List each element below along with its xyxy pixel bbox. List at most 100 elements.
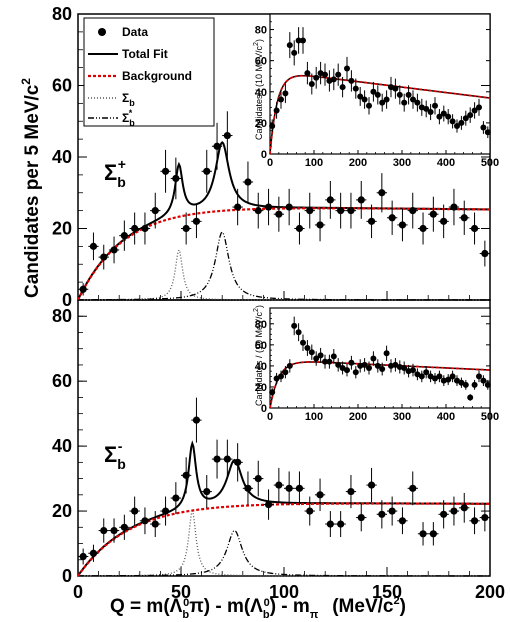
data-point <box>396 91 403 98</box>
x-tick-label: 200 <box>349 157 367 169</box>
data-point <box>470 517 479 525</box>
sigma-b-curve <box>78 248 490 301</box>
data-point <box>460 504 468 512</box>
y-tick-label: 0 <box>62 290 72 310</box>
data-point <box>440 217 448 225</box>
y-tick-label: 80 <box>52 4 72 24</box>
data-point <box>308 349 315 356</box>
data-point <box>316 221 324 229</box>
data-point <box>275 210 283 218</box>
data-point <box>392 85 399 92</box>
data-point <box>481 249 489 258</box>
data-point <box>223 455 231 463</box>
y-tick-label: 60 <box>52 76 72 96</box>
data-point <box>419 224 427 233</box>
legend-total-label: Total Fit <box>122 47 168 61</box>
data-point <box>172 174 180 183</box>
data-point <box>484 129 491 136</box>
data-point <box>282 369 289 376</box>
y-tick-label: 40 <box>52 436 72 456</box>
background-curve <box>269 361 491 409</box>
data-point <box>367 481 376 489</box>
data-point <box>471 381 478 388</box>
data-point <box>264 203 273 211</box>
legend-bkg-label: Background <box>122 69 192 83</box>
data-point <box>471 107 478 114</box>
data-point <box>192 416 201 424</box>
data-point <box>151 520 159 528</box>
legend-data-label: Data <box>122 25 148 39</box>
data-point <box>304 345 311 351</box>
data-point <box>366 365 372 371</box>
data-point <box>234 203 242 211</box>
data-point <box>414 99 421 106</box>
data-point <box>330 76 337 83</box>
legend-sbs-label: Σb* <box>122 108 135 128</box>
data-point <box>357 93 364 100</box>
y-tick-label: 0 <box>62 566 72 586</box>
data-point <box>361 96 368 103</box>
y-tick-label: 60 <box>52 371 72 391</box>
data-point <box>374 91 381 98</box>
data-point <box>344 65 350 72</box>
data-point <box>476 104 482 111</box>
data-point <box>440 510 448 518</box>
data-point <box>244 178 252 186</box>
bottom-panel: 0 20 40 60 80 0 50 100 150 200 <box>52 299 505 602</box>
data-point <box>285 203 293 211</box>
data-point <box>383 350 390 357</box>
y-tick-label: 20 <box>52 501 72 521</box>
sigma-b-star-curve <box>78 529 490 577</box>
data-point <box>120 232 128 240</box>
y-tick-label: 80 <box>255 319 267 331</box>
y-tick-label: 80 <box>52 306 72 326</box>
data-point <box>223 131 231 140</box>
top-inset-y-label: Candidates / (10 MeV/c2) <box>253 39 264 140</box>
data-point <box>151 207 159 215</box>
x-tick-label: 50 <box>171 582 191 602</box>
x-tick-label: 0 <box>267 411 273 423</box>
data-point <box>462 115 469 122</box>
x-tick-label: 200 <box>475 582 505 602</box>
x-tick-label: 400 <box>437 157 455 169</box>
data-point <box>291 322 298 329</box>
data-point <box>244 484 252 492</box>
data-point <box>203 167 211 175</box>
x-tick-label: 500 <box>481 411 499 423</box>
data-point <box>306 507 314 515</box>
data-point <box>476 373 482 380</box>
data-point <box>379 366 386 373</box>
bottom-inset-y-label: Candidates / (10 MeV/c2) <box>253 305 264 406</box>
data-point <box>348 359 355 366</box>
total-fit-curve <box>77 140 491 301</box>
data-point <box>418 373 425 380</box>
data-point <box>427 109 434 115</box>
data-point <box>295 329 302 336</box>
data-point <box>454 123 460 129</box>
x-tick-label: 100 <box>269 582 299 602</box>
data-point <box>120 523 128 531</box>
data-point <box>337 520 345 528</box>
data-point <box>269 123 276 129</box>
data-point <box>374 362 381 369</box>
background-curve <box>77 502 490 577</box>
data-point <box>282 90 289 97</box>
data-point <box>337 207 345 215</box>
x-tick-label: 150 <box>372 582 402 602</box>
data-point <box>278 96 284 103</box>
data-point <box>383 96 390 103</box>
bottom-panel-label: Σb- <box>104 438 126 472</box>
data-point <box>357 513 365 522</box>
x-tick-label: 300 <box>393 157 411 169</box>
data-point <box>254 474 262 483</box>
data-point <box>398 221 407 229</box>
data-point <box>344 367 350 374</box>
data-point <box>79 552 87 561</box>
data-point <box>458 119 465 126</box>
total-fit-curve <box>77 440 491 577</box>
data-point <box>361 361 368 368</box>
data-point <box>322 71 328 78</box>
data-point <box>480 124 487 131</box>
data-point <box>285 484 293 492</box>
data-point <box>347 487 355 496</box>
